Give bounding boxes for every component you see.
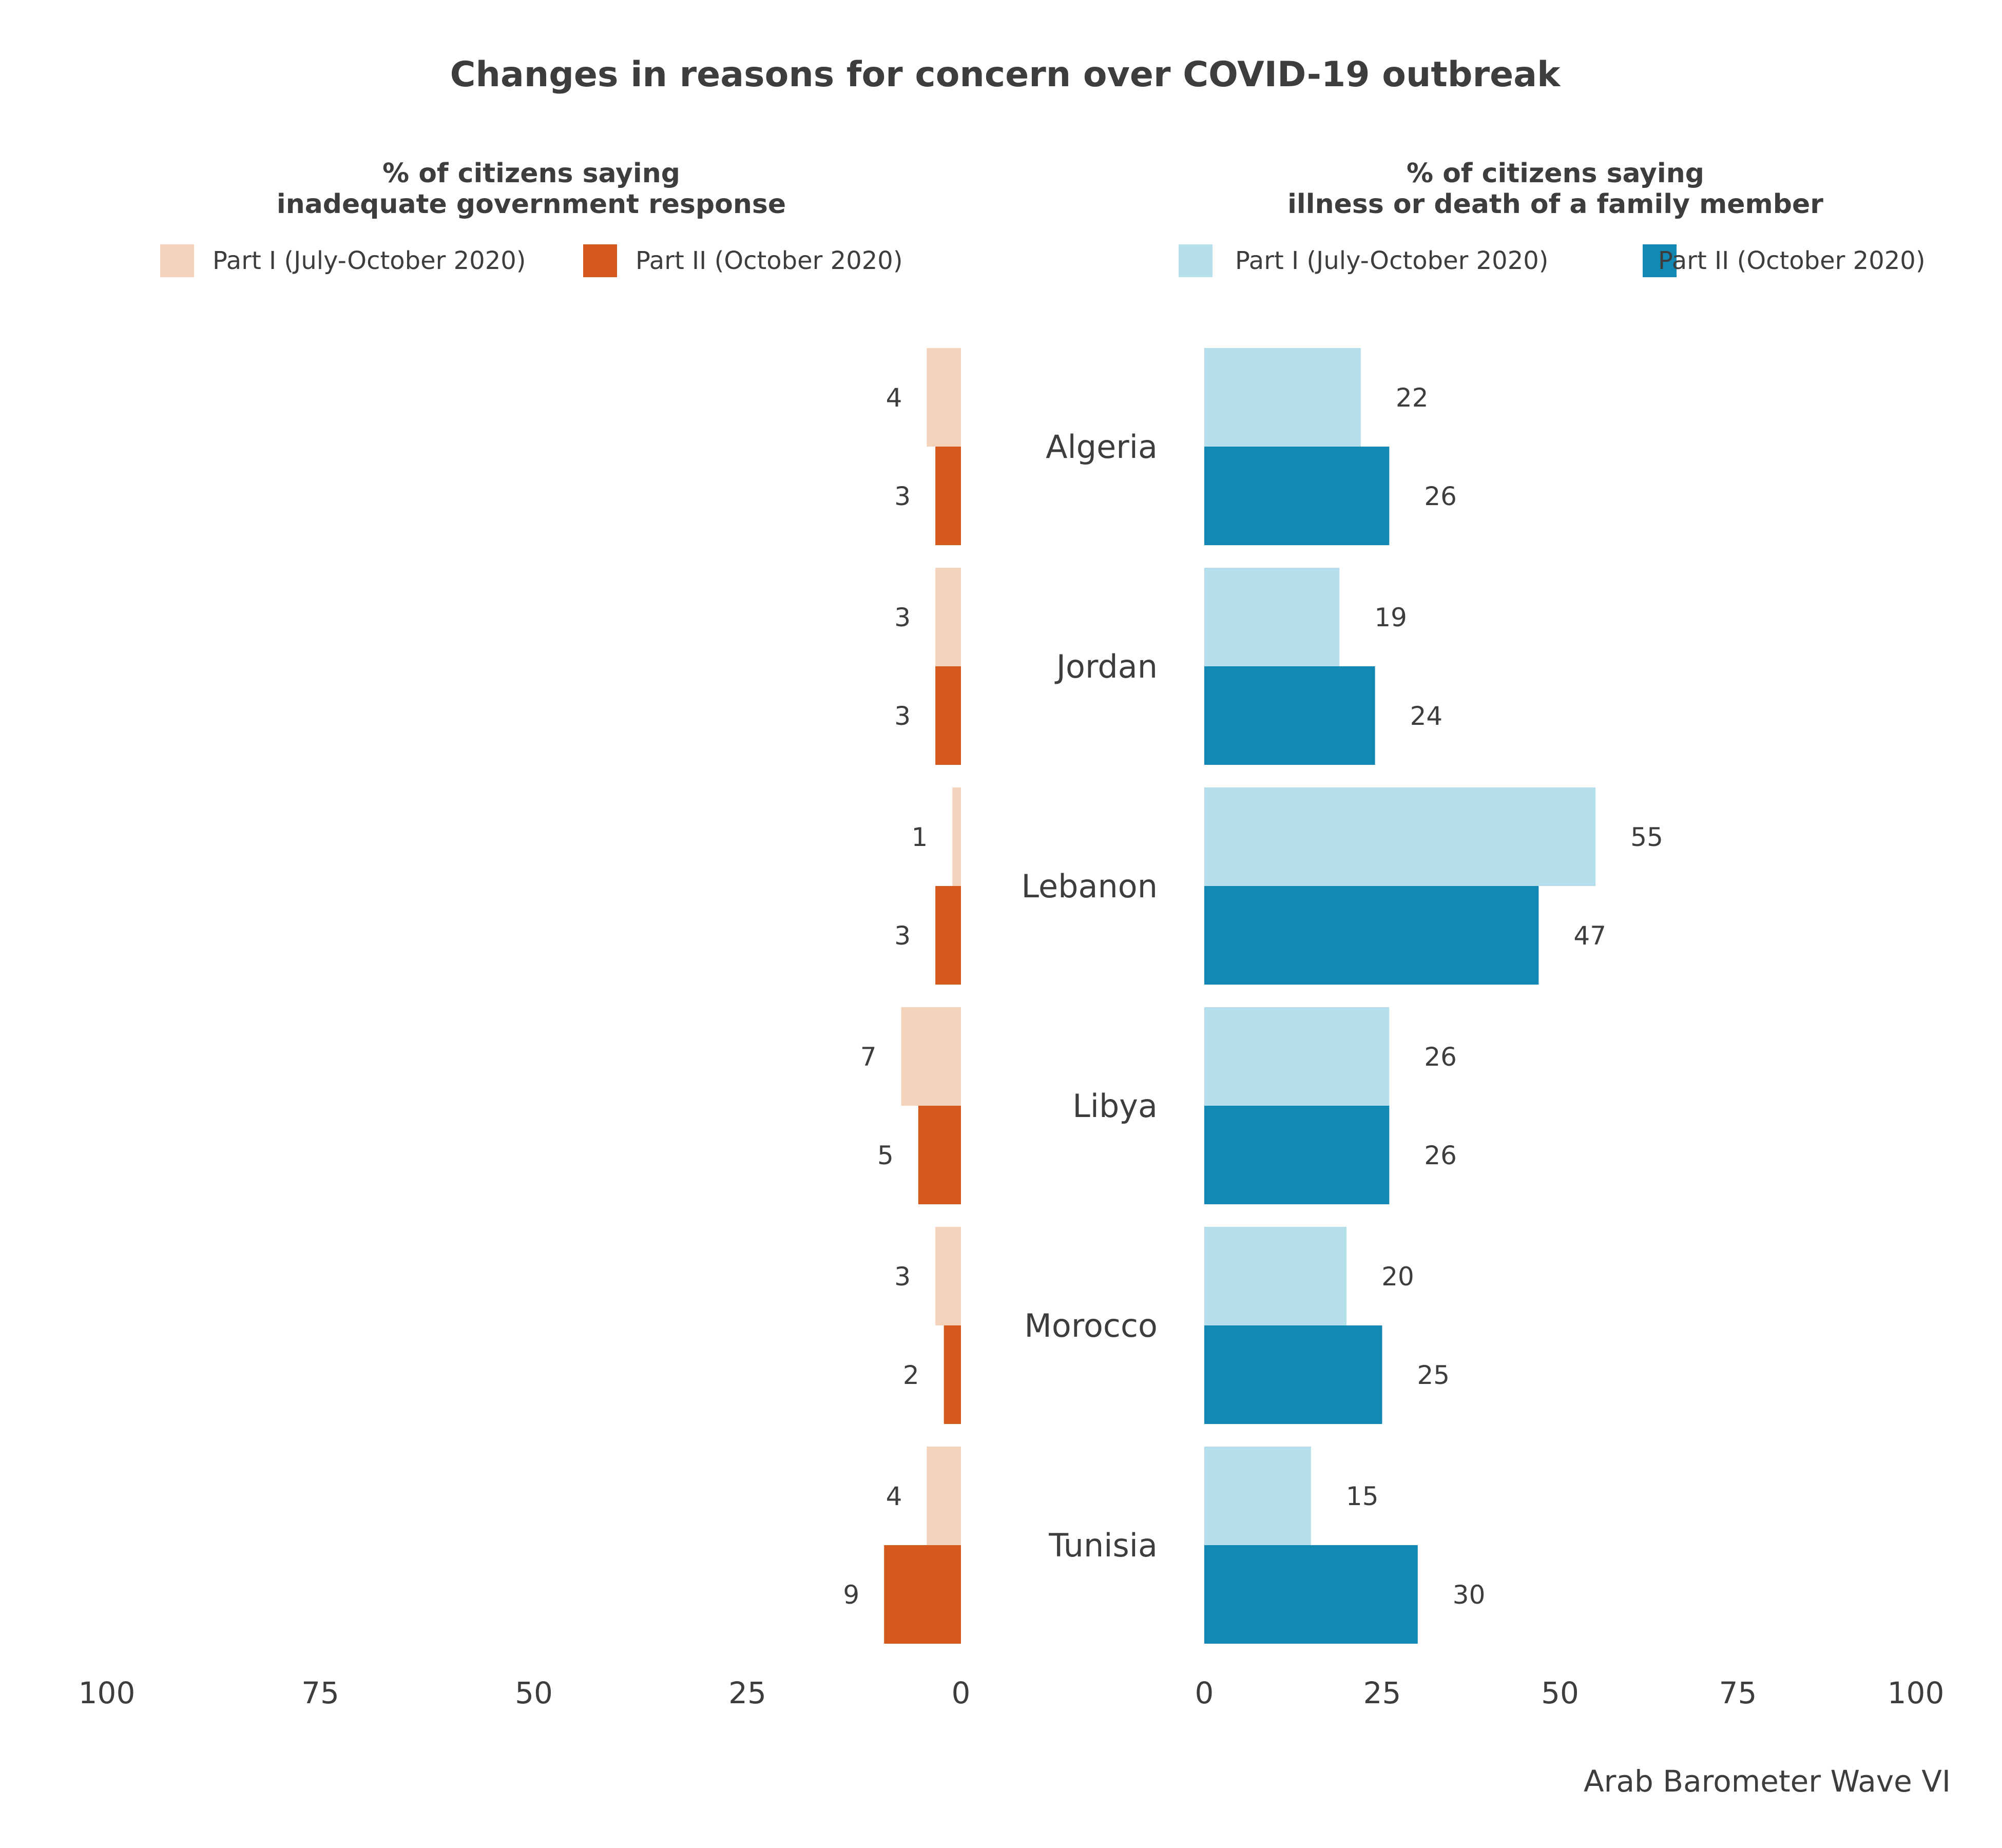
value-label-left-morocco-part1: 3: [894, 1262, 911, 1292]
bar-left-lebanon-part2: [935, 886, 961, 985]
bar-left-jordan-part2: [935, 666, 961, 765]
category-label-lebanon: Lebanon: [1022, 868, 1158, 905]
value-label-left-jordan-part2: 3: [894, 701, 911, 731]
legend-swatch-left-part1: [160, 244, 194, 277]
value-label-left-algeria-part2: 3: [894, 482, 911, 511]
left-panel-title-line-1: % of citizens saying: [382, 158, 680, 189]
legend-swatch-left-part2: [583, 244, 617, 277]
bar-right-algeria-part2: [1204, 447, 1390, 545]
bar-left-lebanon-part1: [952, 787, 961, 886]
value-label-right-morocco-part2: 25: [1417, 1360, 1450, 1390]
legend-label-left-part1: Part I (July-October 2020): [213, 246, 526, 275]
category-label-algeria: Algeria: [1046, 428, 1158, 466]
tick-label-right-0: 0: [1195, 1676, 1214, 1710]
value-label-left-tunisia-part2: 9: [843, 1580, 859, 1610]
tick-label-left-75: 75: [301, 1676, 339, 1710]
bar-left-algeria-part2: [935, 447, 961, 545]
value-label-left-libya-part2: 5: [877, 1141, 894, 1170]
value-labels-layer: Algeria432226Jordan331924Lebanon135547Li…: [843, 383, 1663, 1610]
category-label-jordan: Jordan: [1054, 648, 1158, 685]
value-label-right-morocco-part1: 20: [1381, 1262, 1414, 1292]
legend-label-right-part2: Part II (October 2020): [1658, 246, 1926, 275]
right-panel-title-line-2: illness or death of a family member: [1287, 189, 1823, 220]
value-label-left-jordan-part1: 3: [894, 603, 911, 632]
value-label-right-tunisia-part1: 15: [1346, 1481, 1379, 1511]
tick-label-left-25: 25: [728, 1676, 766, 1710]
value-label-left-libya-part1: 7: [860, 1042, 877, 1072]
bar-right-tunisia-part1: [1204, 1447, 1311, 1545]
value-label-left-morocco-part2: 2: [903, 1360, 919, 1390]
value-label-right-tunisia-part2: 30: [1453, 1580, 1486, 1610]
value-label-left-algeria-part1: 4: [886, 383, 902, 413]
legend-label-left-part2: Part II (October 2020): [636, 246, 903, 275]
source-caption: Arab Barometer Wave VI: [1584, 1764, 1951, 1799]
value-label-right-jordan-part2: 24: [1410, 701, 1443, 731]
bar-left-tunisia-part1: [927, 1447, 961, 1545]
right-legend: Part I (July-October 2020) Part II (Octo…: [1179, 244, 1926, 277]
chart-title: Changes in reasons for concern over COVI…: [450, 54, 1561, 95]
bar-left-tunisia-part2: [884, 1545, 961, 1644]
tick-label-right-50: 50: [1541, 1676, 1579, 1710]
bar-left-libya-part1: [901, 1007, 961, 1106]
bar-left-libya-part2: [918, 1106, 961, 1204]
bar-left-morocco-part2: [944, 1325, 961, 1424]
bar-right-morocco-part2: [1204, 1325, 1382, 1424]
left-panel-title-line-2: inadequate government response: [277, 189, 786, 220]
legend-swatch-right-part1: [1179, 244, 1212, 277]
right-panel-title-line-1: % of citizens saying: [1407, 158, 1704, 189]
bar-right-libya-part1: [1204, 1007, 1390, 1106]
tick-label-right-100: 100: [1888, 1676, 1945, 1710]
axis-ticks-layer: 100 75 50 25 0 0 25 50 75 100: [79, 1676, 1945, 1710]
value-label-left-lebanon-part2: 3: [894, 921, 911, 951]
tick-label-right-75: 75: [1719, 1676, 1757, 1710]
bar-right-morocco-part1: [1204, 1227, 1347, 1325]
value-label-right-jordan-part1: 19: [1374, 603, 1407, 632]
bar-left-morocco-part1: [935, 1227, 961, 1325]
value-label-right-algeria-part1: 22: [1396, 383, 1429, 413]
legend-label-right-part1: Part I (July-October 2020): [1235, 246, 1549, 275]
category-label-libya: Libya: [1072, 1087, 1158, 1125]
legend-swatch-right-part2: [1643, 244, 1677, 277]
tick-label-left-0: 0: [952, 1676, 971, 1710]
bar-right-jordan-part2: [1204, 666, 1375, 765]
bar-right-lebanon-part1: [1204, 787, 1596, 886]
value-label-right-lebanon-part1: 55: [1630, 822, 1663, 852]
value-label-right-libya-part1: 26: [1424, 1042, 1457, 1072]
value-label-right-lebanon-part2: 47: [1573, 921, 1606, 951]
value-label-right-algeria-part2: 26: [1424, 482, 1457, 511]
left-legend: Part I (July-October 2020) Part II (Octo…: [160, 244, 903, 277]
bars-layer: [884, 348, 1596, 1644]
value-label-left-tunisia-part1: 4: [886, 1481, 902, 1511]
value-label-right-libya-part2: 26: [1424, 1141, 1457, 1170]
value-label-left-lebanon-part1: 1: [912, 822, 928, 852]
tick-label-left-100: 100: [79, 1676, 136, 1710]
bar-right-libya-part2: [1204, 1106, 1390, 1204]
bar-right-tunisia-part2: [1204, 1545, 1418, 1644]
category-label-morocco: Morocco: [1024, 1307, 1158, 1344]
bar-right-lebanon-part2: [1204, 886, 1539, 985]
bar-right-jordan-part1: [1204, 568, 1340, 666]
tick-label-left-50: 50: [515, 1676, 553, 1710]
bar-left-jordan-part1: [935, 568, 961, 666]
bar-right-algeria-part1: [1204, 348, 1361, 447]
category-label-tunisia: Tunisia: [1048, 1527, 1158, 1564]
bar-left-algeria-part1: [927, 348, 961, 447]
tick-label-right-25: 25: [1363, 1676, 1401, 1710]
